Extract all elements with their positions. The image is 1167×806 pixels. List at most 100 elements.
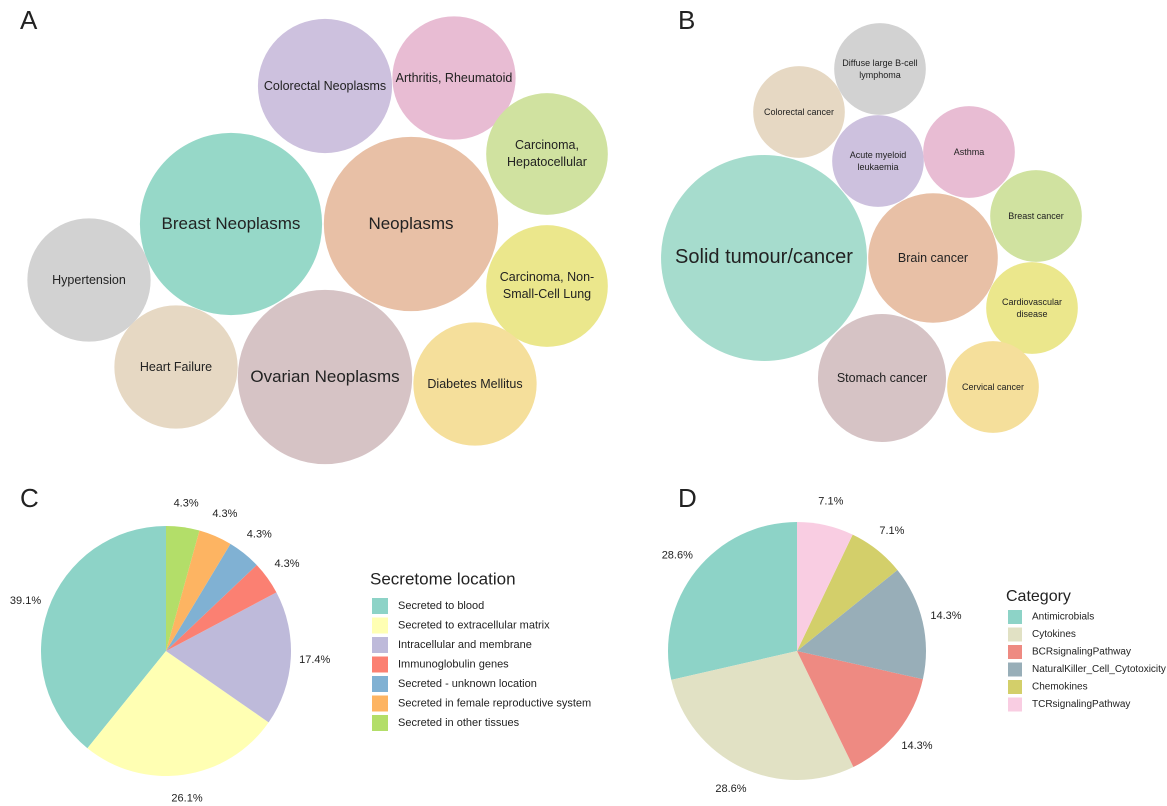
bubble-label: Diffuse large B-cell lymphoma bbox=[842, 57, 918, 80]
legend-swatch bbox=[372, 617, 388, 634]
legend-label: NaturalKiller_Cell_Cytotoxicity bbox=[1032, 664, 1166, 675]
panel-letter: D bbox=[678, 483, 697, 513]
legend-swatch bbox=[372, 656, 388, 673]
bubble-label: Diabetes Mellitus bbox=[427, 376, 523, 391]
bubble-label: Arthritis, Rheumatoid bbox=[395, 70, 513, 85]
bubble-label: Asthma bbox=[953, 146, 985, 157]
legend-swatch bbox=[1008, 680, 1022, 694]
legend-label: TCRsignalingPathway bbox=[1032, 699, 1130, 710]
legend-swatch bbox=[372, 598, 388, 614]
bubble-label-box: Breast cancer bbox=[1008, 210, 1064, 221]
legend-swatch bbox=[1008, 645, 1022, 659]
bubble-label: Neoplasms bbox=[368, 213, 454, 233]
legend-swatch bbox=[1008, 627, 1022, 642]
value-label: 39.1% bbox=[10, 595, 41, 607]
legend-swatch bbox=[1008, 610, 1022, 624]
pie-slice bbox=[797, 651, 923, 768]
value-label: 14.3% bbox=[901, 740, 932, 752]
value-label: 4.3% bbox=[174, 497, 199, 509]
bubble-label: Acute myeloid leukaemia bbox=[849, 149, 907, 172]
bubble bbox=[986, 262, 1078, 354]
pie-slice bbox=[166, 592, 292, 723]
bubble bbox=[257, 18, 393, 154]
bubble bbox=[139, 132, 323, 316]
value-label: 28.6% bbox=[715, 783, 746, 795]
bubble-label: Cardiovascular disease bbox=[1001, 296, 1062, 319]
bubble bbox=[817, 313, 947, 443]
bubble-label: Carcinoma, Non-Small-Cell Lung bbox=[499, 270, 595, 301]
pie-slice bbox=[41, 526, 167, 749]
bubble bbox=[832, 115, 924, 207]
value-label: 17.4% bbox=[299, 654, 330, 666]
legend-swatch bbox=[372, 676, 388, 692]
bubble bbox=[947, 341, 1039, 433]
pie-slice bbox=[671, 651, 854, 780]
pie-slice bbox=[166, 526, 200, 651]
pie-slice bbox=[797, 570, 926, 680]
bubble bbox=[486, 93, 608, 215]
value-label: 4.3% bbox=[274, 558, 299, 570]
bubble-label-box: Acute myeloid leukaemia bbox=[849, 149, 907, 172]
value-label: 7.1% bbox=[818, 496, 843, 508]
bubble bbox=[753, 66, 845, 158]
bubble-label-box: Ovarian Neoplasms bbox=[250, 366, 400, 386]
bubble-label-box: Neoplasms bbox=[368, 213, 454, 233]
pie-slice bbox=[166, 543, 257, 651]
panel-letter: B bbox=[678, 5, 695, 35]
bubble-label: Cervical cancer bbox=[961, 381, 1024, 392]
legend-title: Secretome location bbox=[370, 569, 516, 588]
bubble-label: Stomach cancer bbox=[836, 370, 928, 385]
legend-label: Chemokines bbox=[1032, 682, 1088, 693]
value-label: 28.6% bbox=[662, 550, 693, 562]
bubble-label-box: Asthma bbox=[953, 146, 985, 157]
bubble-label: Solid tumour/cancer bbox=[675, 246, 853, 269]
bubble-label-box: Solid tumour/cancer bbox=[675, 246, 853, 269]
pie-slice bbox=[667, 522, 797, 680]
bubble-label: Colorectal cancer bbox=[763, 106, 834, 117]
bubble-label: Hypertension bbox=[52, 272, 126, 287]
bubble bbox=[237, 289, 413, 465]
legend-label: Immunoglobulin genes bbox=[398, 658, 509, 670]
bubble bbox=[323, 136, 499, 312]
legend-label: BCRsignalingPathway bbox=[1032, 647, 1131, 658]
value-label: 4.3% bbox=[247, 529, 272, 541]
bubble-label-box: Diffuse large B-cell lymphoma bbox=[842, 57, 918, 80]
pie-slice bbox=[87, 651, 269, 776]
panel-letter: C bbox=[20, 483, 39, 513]
legend-label: Secreted to blood bbox=[398, 600, 484, 612]
bubble-label: Ovarian Neoplasms bbox=[250, 366, 400, 386]
legend-title: Category bbox=[1006, 588, 1071, 605]
legend-label: Secreted to extracellular matrix bbox=[398, 619, 550, 631]
bubble-label-box: Carcinoma, Non-Small-Cell Lung bbox=[499, 270, 595, 301]
legend-swatch bbox=[1008, 697, 1022, 712]
bubble-label: Breast cancer bbox=[1008, 210, 1064, 221]
bubble bbox=[114, 305, 238, 429]
bubble-label-box: Stomach cancer bbox=[836, 370, 928, 385]
bubble-label-box: Diabetes Mellitus bbox=[427, 376, 523, 391]
bubble-label-box: Heart Failure bbox=[139, 359, 213, 374]
legend-label: Secreted in other tissues bbox=[398, 717, 520, 729]
value-label: 26.1% bbox=[171, 792, 202, 804]
value-label: 4.3% bbox=[212, 508, 237, 520]
legend-swatch bbox=[1008, 662, 1022, 677]
legend-label: Secreted in female reproductive system bbox=[398, 697, 591, 709]
bubble bbox=[392, 16, 516, 140]
legend-label: Intracellular and membrane bbox=[398, 639, 532, 651]
bubble-label: Heart Failure bbox=[139, 359, 213, 374]
legend-swatch bbox=[372, 637, 388, 653]
legend-label: Secreted - unknown location bbox=[398, 678, 537, 690]
legend-label: Antimicrobials bbox=[1032, 612, 1094, 623]
legend-swatch bbox=[372, 715, 388, 731]
pie-slice bbox=[166, 530, 231, 651]
legend-label: Cytokines bbox=[1032, 629, 1076, 640]
bubble bbox=[990, 170, 1082, 262]
bubble bbox=[661, 155, 867, 361]
bubble-label-box: Brain cancer bbox=[898, 251, 968, 265]
bubble-label-box: Breast Neoplasms bbox=[162, 214, 301, 233]
bubble bbox=[868, 193, 998, 323]
bubble-label-box: Arthritis, Rheumatoid bbox=[395, 70, 513, 85]
bubble-label-box: Colorectal Neoplasms bbox=[264, 79, 386, 93]
bubble bbox=[923, 106, 1015, 198]
bubble-label-box: Cardiovascular disease bbox=[1001, 296, 1062, 319]
